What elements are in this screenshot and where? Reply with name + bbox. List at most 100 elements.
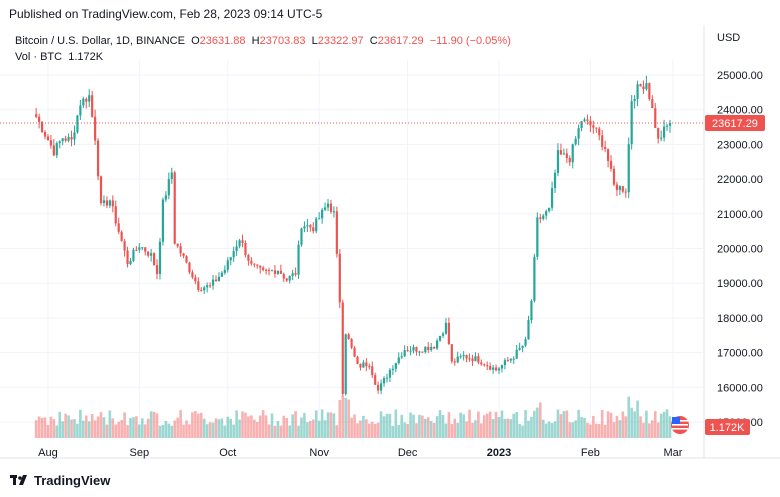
candle-body xyxy=(601,135,604,147)
candle-body xyxy=(660,137,663,139)
candle-body xyxy=(96,140,100,177)
candle-body xyxy=(630,101,633,145)
volume-bar xyxy=(146,418,150,438)
volume-bar xyxy=(394,409,398,438)
volume-bar xyxy=(170,425,174,438)
volume-bar xyxy=(586,422,589,438)
candle-body xyxy=(338,253,341,303)
volume-bar xyxy=(326,412,330,438)
volume-bar xyxy=(241,411,244,438)
candle-body xyxy=(382,378,386,384)
candle-body xyxy=(633,98,636,102)
candle-body xyxy=(291,273,294,276)
last-volume-label: 1.172K xyxy=(710,422,746,434)
volume-bar xyxy=(123,412,126,438)
candle-body xyxy=(444,322,448,334)
volume-bar xyxy=(636,400,639,438)
y-tick-label: 16000.00 xyxy=(717,382,763,394)
volume-bar xyxy=(288,425,291,438)
volume-bar xyxy=(129,417,132,438)
volume-bar xyxy=(400,414,404,438)
candle-body xyxy=(627,144,630,193)
volume-bar xyxy=(497,416,501,438)
candle-body xyxy=(486,365,489,367)
volume-bar xyxy=(409,412,412,438)
volume-bar xyxy=(367,423,371,438)
candle-body xyxy=(306,225,309,227)
candle-body xyxy=(111,200,114,207)
volume-bar xyxy=(96,416,100,438)
volume-bar xyxy=(297,425,300,438)
low-label: L xyxy=(311,35,318,47)
candle-body xyxy=(102,200,106,203)
volume-bar xyxy=(158,425,162,438)
volume-bar xyxy=(40,417,44,438)
us-flag-icon[interactable] xyxy=(671,416,689,434)
volume-bar xyxy=(547,421,551,438)
volume-bar xyxy=(235,410,238,438)
tradingview-brand[interactable]: TradingView xyxy=(10,473,110,488)
x-tick-label: Dec xyxy=(398,447,418,459)
candle-body xyxy=(270,270,274,272)
candle-body xyxy=(64,138,67,141)
volume-bar xyxy=(397,425,401,438)
candle-body xyxy=(276,270,280,274)
volume-bar xyxy=(138,424,141,438)
candle-body xyxy=(494,367,498,371)
candle-body xyxy=(474,356,477,362)
volume-bar xyxy=(480,423,483,438)
candle-body xyxy=(85,98,88,102)
candle-body xyxy=(521,345,524,348)
candle-body xyxy=(273,270,277,274)
high-label: H xyxy=(251,35,260,47)
candle-body xyxy=(562,153,565,155)
volume-bar xyxy=(426,417,430,438)
candle-body xyxy=(88,95,91,102)
volume-bar xyxy=(273,425,277,438)
x-tick-label: Nov xyxy=(309,447,329,459)
volume-bar xyxy=(43,417,47,438)
volume-bar xyxy=(34,420,38,438)
volume-bar xyxy=(512,413,516,438)
candle-body xyxy=(553,172,557,189)
volume-bar xyxy=(435,416,439,438)
candle-body xyxy=(203,287,206,291)
candle-body xyxy=(312,227,315,232)
candle-body xyxy=(323,207,327,210)
volume-bar xyxy=(627,396,631,438)
candle-body xyxy=(73,132,76,140)
candle-body xyxy=(259,265,262,268)
y-tick-label: 17000.00 xyxy=(717,348,763,360)
candle-body xyxy=(197,281,200,290)
last-volume-badge xyxy=(705,419,750,435)
y-tick-label: 20000.00 xyxy=(717,244,763,256)
volume-bar xyxy=(412,414,415,438)
volume-bar xyxy=(232,424,235,438)
candle-body xyxy=(580,121,583,129)
x-tick-label: Sep xyxy=(130,447,150,459)
candle-body xyxy=(250,260,253,264)
high-value: 23703.83 xyxy=(259,35,306,47)
volume-bar xyxy=(294,411,297,438)
volume-bar xyxy=(642,422,645,438)
volume-bar xyxy=(474,420,477,438)
candle-body xyxy=(598,128,601,136)
symbol-name[interactable]: Bitcoin / U.S. Dollar, 1D, BINANCE xyxy=(15,35,185,47)
candle-body xyxy=(356,356,359,364)
candle-body xyxy=(668,122,672,126)
volume-bar xyxy=(370,421,374,438)
volume-bar xyxy=(485,413,489,438)
candle-body xyxy=(229,257,232,261)
candle-body xyxy=(82,98,85,106)
candle-body xyxy=(665,125,669,127)
volume-bar xyxy=(276,421,280,438)
x-tick-label: Feb xyxy=(581,447,600,459)
volume-bar xyxy=(418,414,421,438)
brand-name: TradingView xyxy=(34,473,111,488)
candle-body xyxy=(618,186,621,191)
volume-bar xyxy=(438,410,442,438)
currency-label[interactable]: USD xyxy=(717,32,741,44)
y-tick-label: 21000.00 xyxy=(717,209,763,221)
volume-bar xyxy=(556,409,560,438)
